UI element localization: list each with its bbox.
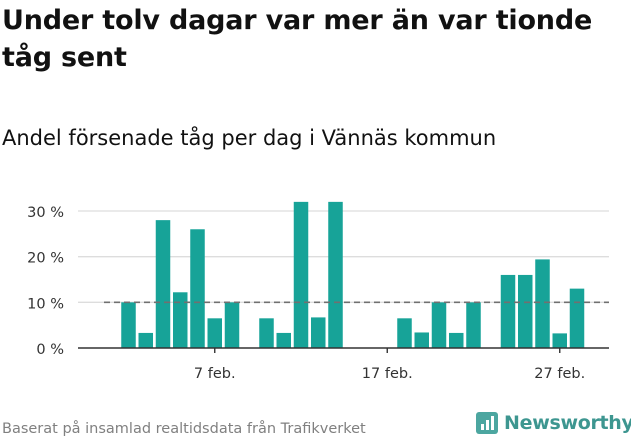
bar: [138, 332, 153, 348]
bar: [500, 274, 516, 348]
newsworthy-logo-icon: [476, 412, 498, 434]
newsworthy-logo: Newsworthy: [476, 410, 631, 436]
y-tick-label: 10 %: [27, 296, 64, 312]
y-axis-labels: 0 % 10 % 20 % 30 %: [27, 205, 64, 358]
x-tick-label: 27 feb.: [534, 366, 585, 382]
bar: [552, 333, 567, 348]
x-tick-label: 7 feb.: [194, 366, 236, 382]
bars: [121, 201, 585, 348]
y-tick-label: 30 %: [27, 205, 64, 221]
bar: [155, 220, 171, 348]
bar: [466, 302, 481, 348]
bar: [276, 332, 291, 348]
bar: [190, 229, 205, 348]
bar: [311, 317, 326, 348]
bar: [397, 318, 412, 348]
bar: [121, 302, 136, 348]
y-tick-label: 20 %: [27, 251, 64, 267]
x-axis: 7 feb. 17 feb. 27 feb.: [78, 347, 609, 382]
bar: [535, 259, 550, 348]
chart-title: Under tolv dagar var mer än var tionde t…: [2, 5, 593, 73]
brand-name: Newsworthy: [504, 412, 631, 434]
bar: [569, 288, 585, 348]
y-tick-label: 0 %: [36, 342, 64, 358]
bar-chart: 0 % 10 % 20 % 30 % 7 feb. 17 feb. 27 feb.: [27, 201, 609, 382]
bar: [449, 332, 464, 348]
bar: [224, 302, 240, 348]
bar: [207, 318, 222, 348]
bar: [293, 201, 309, 348]
chart-subtitle: Andel försenade tåg per dag i Vännäs kom…: [2, 126, 497, 150]
bar: [431, 302, 447, 348]
x-tick-label: 17 feb.: [362, 366, 413, 382]
bar: [328, 201, 343, 348]
bar: [259, 318, 274, 348]
bar: [518, 274, 533, 348]
source-note: Baserat på insamlad realtidsdata från Tr…: [2, 421, 366, 437]
bar: [173, 292, 188, 348]
bar: [414, 332, 429, 348]
